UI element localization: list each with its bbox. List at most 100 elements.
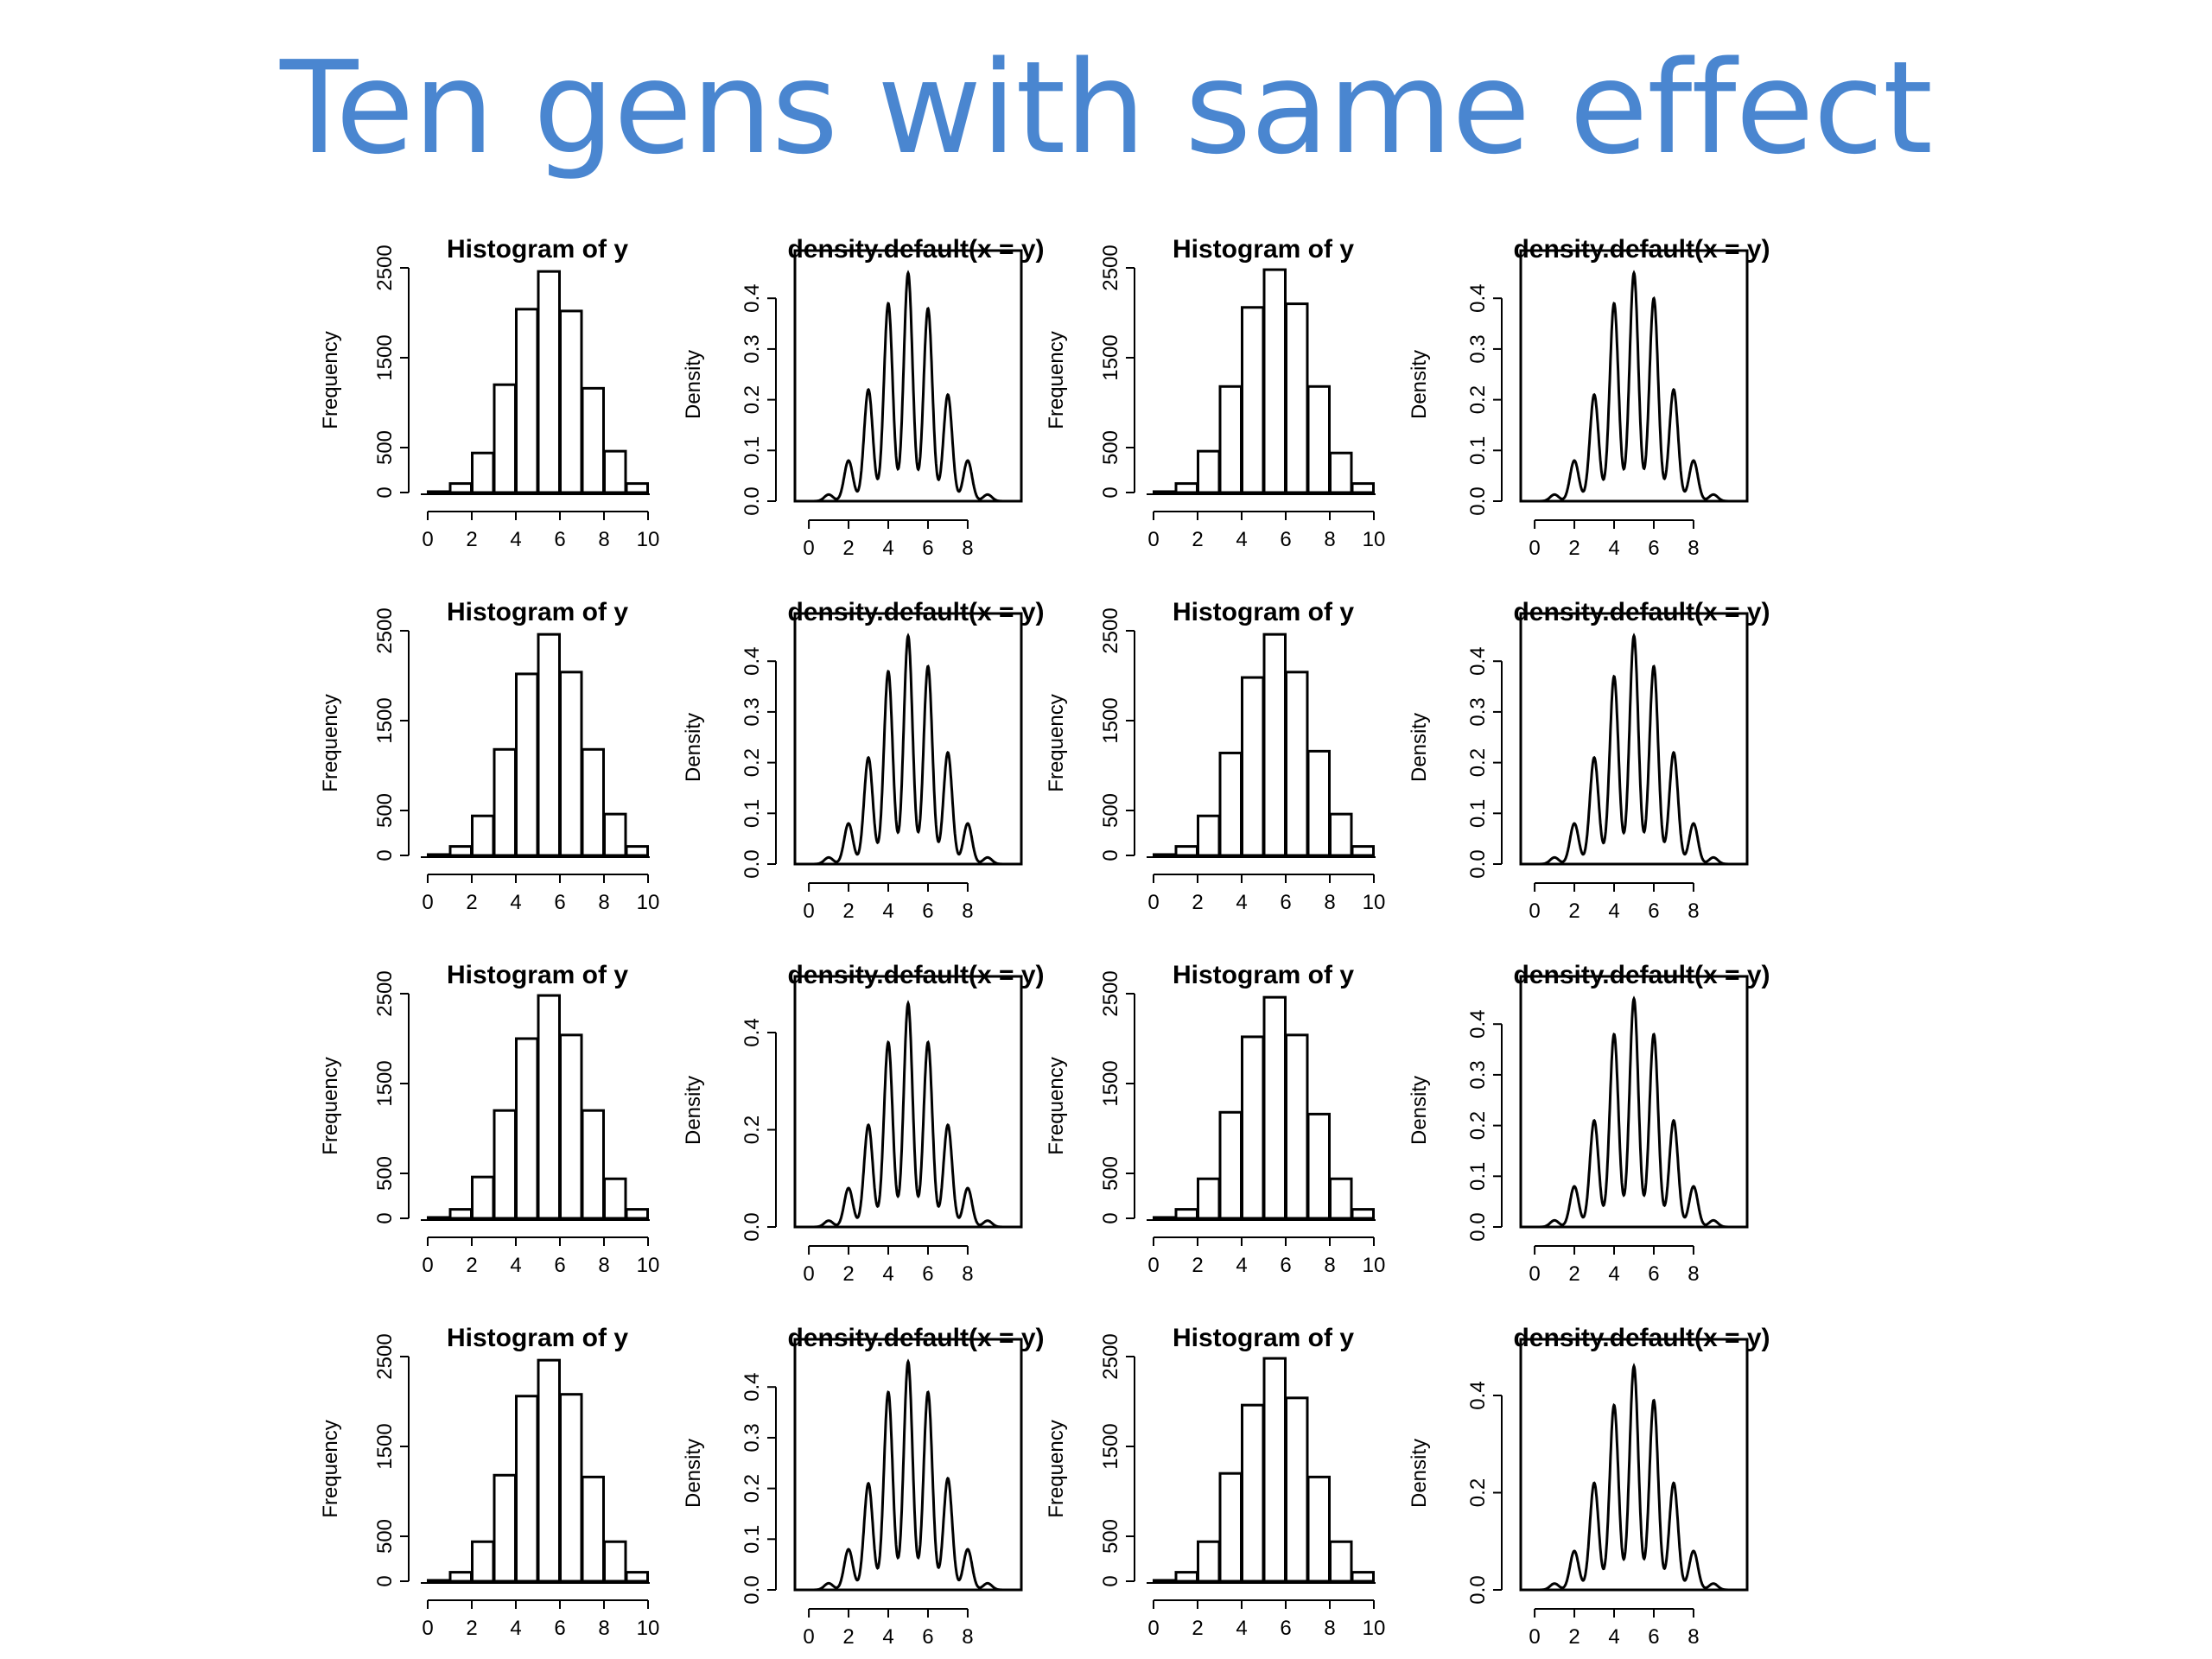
y-tick-label: 2500 [373, 245, 397, 290]
histogram-panel: Histogram of y Frequency 0 2 4 6 8 10 0 500 1500 25… [319, 961, 660, 1277]
histogram-bar [1197, 814, 1221, 857]
x-tick-label: 4 [510, 1617, 521, 1640]
plot-frame [1519, 612, 1749, 866]
y-tick-label: 2500 [1099, 245, 1122, 290]
x-tick-label: 4 [882, 1625, 893, 1649]
y-tick-label: 1500 [373, 334, 397, 380]
x-tick-label: 2 [466, 1254, 477, 1277]
density-curve [795, 632, 1021, 866]
x-tick-label: 10 [637, 1254, 660, 1277]
y-tick-label: 0.4 [741, 1018, 764, 1046]
histogram-panel: Histogram of y Frequency 0 2 4 6 8 10 0 500 1500 25… [1045, 1324, 1385, 1640]
histogram-bar [1241, 1403, 1265, 1583]
histogram-bar [493, 1109, 517, 1220]
plot-frame [1519, 249, 1749, 503]
y-tick-label: 500 [1099, 793, 1122, 828]
y-tick-label: 1500 [1099, 1060, 1122, 1106]
x-tick-label: 0 [1147, 891, 1159, 914]
x-tick-label: 0 [422, 528, 433, 551]
x-tick-label: 2 [1568, 537, 1580, 560]
x-tick-label: 2 [1568, 899, 1580, 923]
y-tick-label: 0 [373, 486, 397, 498]
x-tick-label: 4 [1608, 1625, 1619, 1649]
plot-title: Histogram of y [447, 598, 628, 626]
y-tick-label: 0.4 [741, 647, 764, 676]
histogram-bar [427, 1216, 451, 1220]
y-axis-label: Frequency [1045, 1057, 1068, 1154]
x-tick-label: 6 [922, 1625, 933, 1649]
y-tick-label: 0.2 [1466, 1478, 1490, 1507]
y-tick-label: 0.0 [741, 486, 764, 515]
plot-title: Histogram of y [1173, 598, 1354, 626]
density-curve [795, 270, 1021, 503]
x-tick-label: 4 [882, 1262, 893, 1286]
histogram-panel: Histogram of y Frequency 0 2 4 6 8 10 0 500 1500 25… [319, 598, 659, 914]
histogram-bar [1351, 1571, 1375, 1583]
y-tick-label: 0.2 [741, 1474, 764, 1503]
histogram-bar [559, 1393, 583, 1583]
y-tick-label: 1500 [373, 1423, 397, 1469]
y-tick-label: 2500 [1099, 970, 1122, 1016]
y-axis-label: Frequency [1045, 331, 1068, 429]
y-axis-label: Density [682, 713, 705, 782]
y-tick-label: 0.0 [1466, 486, 1490, 515]
x-tick-label: 4 [1236, 1617, 1247, 1640]
x-tick-label: 4 [510, 891, 521, 914]
y-axis-label: Density [1408, 1076, 1431, 1145]
plot-title: Histogram of y [447, 961, 628, 989]
x-tick-label: 4 [1236, 891, 1247, 914]
x-tick-label: 10 [1363, 891, 1386, 914]
x-tick-label: 2 [1192, 1617, 1203, 1640]
histogram-bar [537, 632, 561, 857]
x-tick-label: 2 [1568, 1625, 1580, 1649]
x-tick-label: 6 [554, 1617, 565, 1640]
x-tick-label: 0 [1529, 1262, 1540, 1286]
histogram-bar [1174, 482, 1198, 494]
x-tick-label: 0 [1529, 899, 1540, 923]
y-tick-label: 500 [373, 430, 397, 465]
x-tick-label: 6 [1280, 891, 1291, 914]
histogram-bar [1285, 671, 1309, 857]
x-tick-label: 2 [1568, 1262, 1580, 1286]
y-tick-label: 0.4 [1466, 647, 1490, 676]
x-tick-label: 10 [1363, 1254, 1386, 1277]
histogram-panel: Histogram of y Frequency 0 2 4 6 8 10 0 500 1500 25… [1045, 598, 1386, 914]
histogram-bar [625, 1571, 649, 1583]
x-tick-label: 8 [962, 1625, 973, 1649]
histogram-bar [1285, 1033, 1309, 1220]
density-curve [795, 1000, 1021, 1229]
x-tick-label: 4 [882, 899, 893, 923]
histogram-bar [1262, 1357, 1287, 1583]
x-tick-label: 8 [598, 528, 609, 551]
histogram-bar [1218, 1110, 1243, 1220]
histogram-bar [1306, 1112, 1331, 1220]
y-axis-label: Frequency [1045, 694, 1068, 791]
histogram-bar [1241, 306, 1265, 494]
y-axis-label: Frequency [319, 1057, 342, 1154]
x-tick-label: 8 [598, 1254, 609, 1277]
y-tick-label: 500 [1099, 1519, 1122, 1554]
y-tick-label: 2500 [1099, 607, 1122, 653]
y-tick-label: 0 [1099, 849, 1122, 861]
y-tick-label: 0.2 [741, 748, 764, 777]
y-tick-label: 2500 [1099, 1333, 1122, 1379]
y-tick-label: 0.1 [741, 436, 764, 465]
x-tick-label: 8 [1324, 1617, 1335, 1640]
x-tick-label: 8 [1688, 537, 1699, 560]
histogram-bar [1262, 632, 1287, 857]
y-tick-label: 500 [1099, 430, 1122, 465]
histogram-bar [625, 1208, 649, 1220]
x-tick-label: 2 [842, 537, 854, 560]
y-tick-label: 0.0 [1466, 849, 1490, 878]
y-tick-label: 0 [1099, 486, 1122, 498]
plot-frame [1519, 1338, 1749, 1592]
x-tick-label: 2 [842, 1625, 854, 1649]
y-tick-label: 0.3 [1466, 334, 1490, 363]
x-tick-label: 0 [803, 899, 814, 923]
